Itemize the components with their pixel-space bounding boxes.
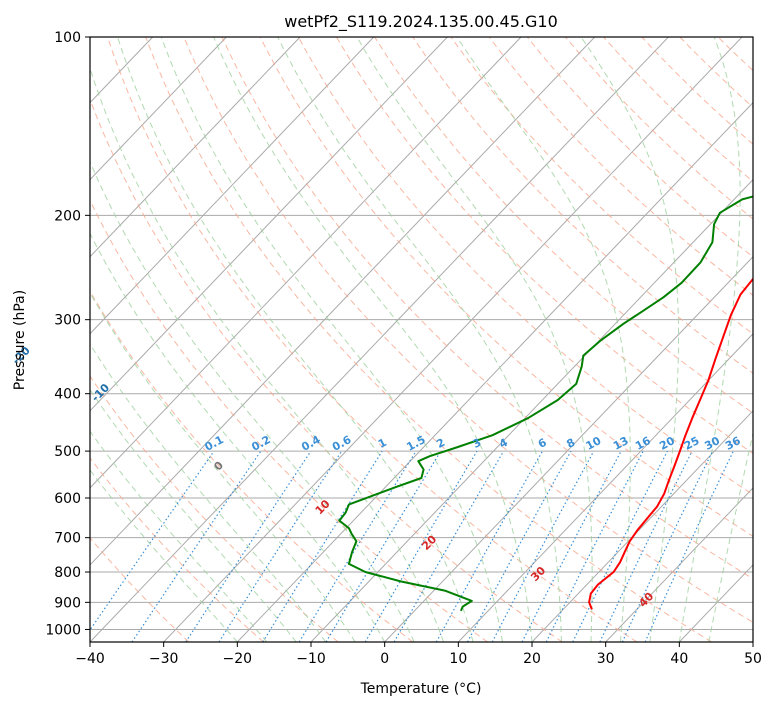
x-tick-label: 50 bbox=[744, 651, 762, 667]
dewpoint-profile-line bbox=[338, 195, 753, 612]
moist-adiabat bbox=[90, 66, 445, 642]
moist-adiabat bbox=[456, 37, 631, 642]
x-tick-label: 20 bbox=[523, 651, 541, 667]
plot-series bbox=[338, 195, 753, 612]
mixing-ratio-label: 25 bbox=[682, 434, 702, 453]
isotherm-line bbox=[163, 37, 743, 642]
mixing-ratio-label: 30 bbox=[702, 434, 722, 453]
moist-adiabat bbox=[90, 343, 327, 642]
dry-adiabat bbox=[90, 199, 488, 642]
mixing-ratio-label: 10 bbox=[584, 434, 604, 453]
mixing-ratio-label: 16 bbox=[633, 434, 653, 453]
isotherm-line bbox=[90, 37, 522, 489]
x-tick-label: −10 bbox=[296, 651, 326, 667]
axis-ticks: −40 −30 −20 −10 0 10 20 30 40 50 100 200 300 400 500 60… bbox=[45, 30, 762, 667]
moist-adiabat bbox=[356, 37, 593, 642]
mixing-ratio-line bbox=[466, 450, 572, 642]
x-tick-label: 40 bbox=[670, 651, 688, 667]
moist-adiabat bbox=[90, 232, 386, 642]
dry-adiabat bbox=[221, 37, 753, 580]
mixing-ratio-line bbox=[325, 450, 442, 642]
moist-adiabat bbox=[277, 37, 562, 642]
y-tick-label: 600 bbox=[54, 491, 81, 507]
dry-adiabat bbox=[90, 290, 414, 642]
isotherm-line bbox=[90, 37, 596, 566]
y-tick-label: 700 bbox=[54, 531, 81, 547]
isotherm-line bbox=[236, 101, 753, 642]
plot-grid bbox=[90, 37, 753, 642]
dry-adiabat bbox=[90, 457, 264, 642]
chart-title: wetPf2_S119.2024.135.00.45.G10 bbox=[284, 12, 558, 32]
dry-adiabat bbox=[90, 97, 563, 642]
mixing-ratio-line bbox=[599, 450, 693, 642]
mixing-ratio-label: 36 bbox=[723, 434, 743, 453]
moist-adiabat bbox=[90, 430, 268, 642]
dry-adiabat bbox=[297, 37, 753, 496]
mixing-ratio-line bbox=[572, 450, 668, 642]
dry-adiabat bbox=[450, 37, 753, 335]
x-tick-label: −40 bbox=[75, 651, 105, 667]
y-tick-label: 400 bbox=[54, 387, 81, 403]
dry-adiabat bbox=[603, 37, 753, 183]
isotherm-line bbox=[90, 37, 227, 181]
y-tick-label: 500 bbox=[54, 444, 81, 460]
y-tick-label: 300 bbox=[54, 313, 81, 329]
dry-adiabat bbox=[107, 37, 638, 642]
mixing-ratio-line bbox=[90, 450, 215, 632]
plot-frame bbox=[89, 36, 754, 643]
moist-adiabat bbox=[117, 37, 474, 642]
mixing-ratio-line bbox=[621, 450, 714, 642]
moist-adiabat bbox=[90, 291, 356, 642]
x-tick-label: −30 bbox=[149, 651, 179, 667]
mixing-ratio-line bbox=[644, 450, 734, 642]
x-tick-label: 10 bbox=[449, 651, 467, 667]
moist-adiabat bbox=[708, 430, 753, 642]
x-tick-label: 30 bbox=[597, 651, 615, 667]
y-tick-label: 200 bbox=[54, 208, 81, 224]
x-axis-title: Temperature (°C) bbox=[360, 681, 482, 697]
isotherm-line bbox=[90, 37, 375, 335]
mixing-ratio-line bbox=[364, 450, 478, 642]
dry-adiabat bbox=[565, 37, 753, 220]
isotherm-line bbox=[457, 333, 753, 642]
isotherm-line bbox=[90, 37, 669, 642]
isotherm-line bbox=[531, 410, 753, 642]
y-tick-label: 800 bbox=[54, 565, 81, 581]
y-tick-label: 900 bbox=[54, 595, 81, 611]
y-tick-label: 100 bbox=[54, 30, 81, 46]
moist-adiabat bbox=[678, 37, 741, 642]
mixing-ratio-label: 20 bbox=[657, 434, 677, 453]
mixing-ratio-line bbox=[262, 450, 383, 642]
isotherm-line bbox=[605, 487, 753, 642]
dry-adiabat bbox=[145, 37, 712, 642]
mixing-ratio-line bbox=[435, 450, 544, 642]
moist-adiabat bbox=[90, 388, 297, 642]
dry-adiabat bbox=[259, 37, 753, 537]
mixing-ratio-line bbox=[218, 450, 343, 642]
moist-adiabat bbox=[213, 37, 533, 642]
moist-adiabat bbox=[160, 37, 503, 642]
y-tick-label: 1000 bbox=[45, 622, 81, 638]
x-tick-label: 0 bbox=[380, 651, 389, 667]
x-tick-label: −20 bbox=[223, 651, 253, 667]
isotherm-line bbox=[384, 255, 753, 642]
y-axis-title: Pressure (hPa) bbox=[12, 290, 28, 390]
temperature-profile-line bbox=[588, 277, 753, 610]
dry-adiabat bbox=[90, 375, 339, 642]
mixing-ratio-label: 13 bbox=[611, 434, 631, 453]
isotherm-line bbox=[90, 37, 301, 258]
mixing-ratio-line bbox=[393, 450, 505, 642]
moist-adiabat bbox=[580, 37, 679, 642]
dry-adiabat bbox=[374, 37, 753, 414]
isotherm-line bbox=[90, 37, 448, 412]
mixing-ratio-line bbox=[298, 450, 417, 642]
dry-adiabat bbox=[183, 37, 753, 623]
moist-adiabat bbox=[90, 469, 238, 642]
